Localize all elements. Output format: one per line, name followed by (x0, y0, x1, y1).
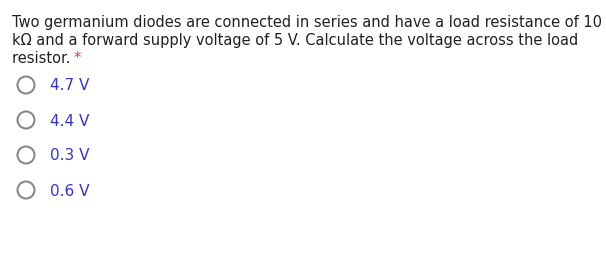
Text: kΩ and a forward supply voltage of 5 V. Calculate the voltage across the load: kΩ and a forward supply voltage of 5 V. … (12, 33, 578, 48)
Text: Two germanium diodes are connected in series and have a load resistance of 10: Two germanium diodes are connected in se… (12, 15, 602, 30)
Text: 4.7 V: 4.7 V (50, 79, 89, 94)
Text: resistor.: resistor. (12, 51, 75, 66)
Text: 0.6 V: 0.6 V (50, 184, 90, 198)
Text: *: * (74, 51, 81, 66)
Text: 4.4 V: 4.4 V (50, 114, 89, 128)
Text: 0.3 V: 0.3 V (50, 148, 90, 164)
